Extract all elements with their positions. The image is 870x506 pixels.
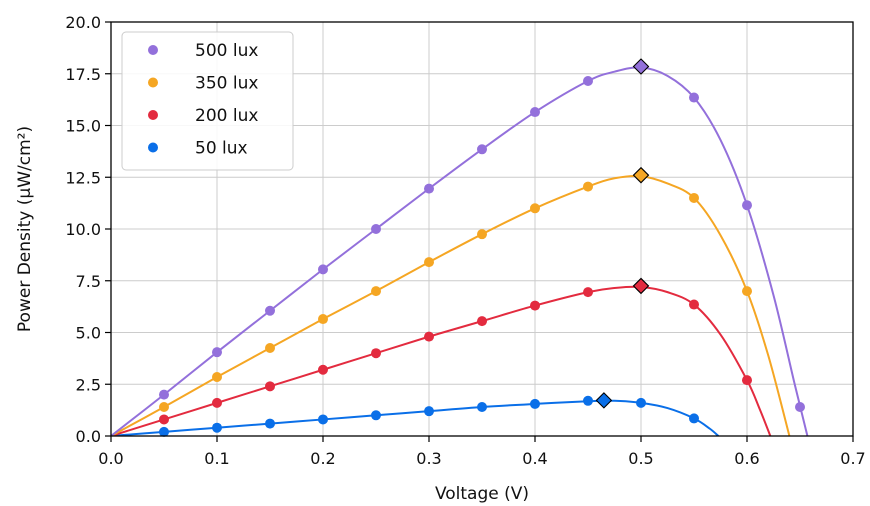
series-350-lux <box>111 166 791 436</box>
data-point <box>371 224 381 234</box>
data-point <box>318 364 328 375</box>
data-point <box>212 372 222 383</box>
data-point <box>212 422 222 433</box>
data-point <box>371 410 381 421</box>
series-200-lux <box>111 277 772 436</box>
legend-marker <box>148 77 158 88</box>
max-power-point-marker <box>632 166 650 184</box>
data-point <box>265 418 275 429</box>
x-tick-label: 0.2 <box>310 449 335 468</box>
data-point <box>742 375 752 386</box>
data-point <box>318 414 328 425</box>
data-point <box>477 402 487 413</box>
data-point <box>689 299 699 310</box>
data-point <box>530 300 540 311</box>
legend-label: 500 lux <box>195 41 258 61</box>
data-point <box>530 398 540 409</box>
data-point <box>583 287 593 298</box>
legend: 500 lux 350 lux 200 lux 50 lux <box>121 31 294 171</box>
y-tick-label: 10.0 <box>65 220 101 239</box>
data-point <box>265 305 275 316</box>
series-500-lux <box>111 58 809 436</box>
x-tick-label: 0.7 <box>840 449 865 468</box>
max-power-point-marker <box>595 392 613 409</box>
legend-label: 200 lux <box>195 106 258 126</box>
data-point <box>742 286 752 297</box>
data-point <box>424 406 434 417</box>
legend-box <box>121 31 294 171</box>
legend-marker <box>148 110 158 120</box>
data-point <box>371 286 381 297</box>
x-tick-label: 0.6 <box>734 449 759 468</box>
y-tick-label: 2.5 <box>76 375 101 394</box>
data-point <box>583 75 593 86</box>
max-power-point-marker <box>632 58 650 75</box>
data-point <box>477 229 487 240</box>
y-tick-label: 20.0 <box>65 13 101 32</box>
data-point <box>265 343 275 354</box>
x-axis-label: Voltage (V) <box>435 484 529 504</box>
data-point <box>795 402 805 413</box>
data-point <box>159 414 169 425</box>
data-point <box>477 144 487 155</box>
data-point <box>689 92 699 103</box>
axis-ticks: 0.0 0.1 0.2 0.3 0.4 0.5 0.6 0.7 0.0 2.5 5.0 7.5 10.0… <box>65 13 865 468</box>
data-point <box>424 257 434 268</box>
data-point <box>265 381 275 392</box>
x-tick-label: 0.3 <box>416 449 441 468</box>
legend-marker <box>148 45 158 55</box>
max-power-point-marker <box>632 277 650 295</box>
series-curve <box>111 399 720 436</box>
x-tick-label: 0.0 <box>98 449 123 468</box>
data-point <box>318 314 328 325</box>
y-axis-label: Power Density (μW/cm²) <box>15 126 35 332</box>
data-point <box>583 181 593 192</box>
data-point <box>424 183 434 194</box>
y-tick-label: 17.5 <box>65 65 101 84</box>
y-tick-label: 12.5 <box>65 168 101 187</box>
data-point <box>689 413 699 424</box>
y-tick-label: 15.0 <box>65 117 101 136</box>
data-point <box>318 264 328 275</box>
data-point <box>159 426 169 437</box>
data-point <box>159 389 169 400</box>
data-point <box>424 331 434 342</box>
x-tick-label: 0.1 <box>204 449 229 468</box>
data-point <box>530 107 540 118</box>
data-point <box>583 395 593 406</box>
series-50-lux <box>111 392 720 437</box>
data-point <box>530 203 540 214</box>
data-point <box>636 397 646 408</box>
series-layer <box>111 58 809 437</box>
y-tick-label: 0.0 <box>76 427 101 446</box>
data-point <box>689 192 699 203</box>
legend-label: 350 lux <box>195 74 258 94</box>
data-point <box>212 397 222 408</box>
legend-label: 50 lux <box>195 139 248 159</box>
data-point <box>159 402 169 413</box>
data-point <box>742 200 752 211</box>
x-tick-label: 0.4 <box>522 449 547 468</box>
data-point <box>212 347 222 358</box>
data-point <box>477 316 487 327</box>
y-tick-label: 5.0 <box>76 324 101 343</box>
y-tick-label: 7.5 <box>76 272 101 291</box>
data-point <box>371 348 381 359</box>
x-tick-label: 0.5 <box>628 449 653 468</box>
legend-marker <box>148 142 158 153</box>
